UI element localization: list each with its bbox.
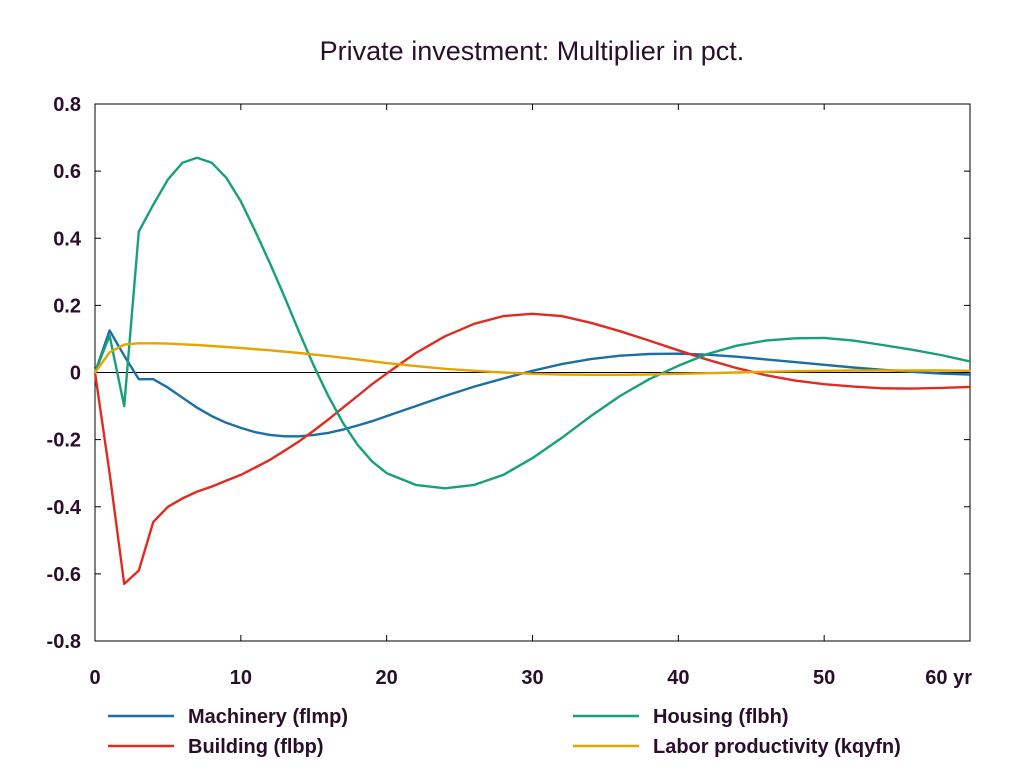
- x-tick-label: 60 yr: [925, 667, 972, 689]
- legend-label: Building (flbp): [188, 736, 324, 758]
- legend-item: Labor productivity (kqyfn): [573, 736, 901, 758]
- x-tick-label: 0: [89, 667, 100, 689]
- series-line-0: [93, 329, 972, 438]
- legend-item: Housing (flbh): [573, 706, 789, 728]
- y-tick-label: 0.4: [53, 228, 82, 250]
- y-tick-label: -0.6: [47, 564, 81, 586]
- x-tick-label: 50: [813, 667, 835, 689]
- x-axis: 0 10 20 30 40 50 60 yr: [89, 104, 972, 689]
- legend-item: Building (flbp): [108, 736, 324, 758]
- legend-label: Housing (flbh): [653, 706, 789, 728]
- x-tick-label: 10: [230, 667, 252, 689]
- legend: Machinery (flmp) Building (flbp) Housing (…: [108, 706, 901, 758]
- y-tick-label: -0.4: [47, 497, 82, 519]
- series-line-2: [93, 156, 972, 490]
- x-tick-label: 30: [521, 667, 543, 689]
- chart-title: Private investment: Multiplier in pct.: [320, 36, 745, 66]
- y-axis: 0.8 0.6 0.4 0.2 0 -0.2 -0.4 -0.6 -0.8: [47, 94, 970, 653]
- x-tick-label: 20: [376, 667, 398, 689]
- x-tick-label: 40: [667, 667, 689, 689]
- y-tick-label: -0.2: [47, 430, 81, 452]
- y-tick-label: 0.8: [53, 94, 81, 116]
- legend-label: Machinery (flmp): [188, 706, 348, 728]
- series-line-1: [93, 312, 972, 586]
- series-line-3: [93, 342, 972, 376]
- series-lines: [93, 156, 972, 586]
- y-tick-label: 0.6: [53, 161, 81, 183]
- y-tick-label: 0.2: [53, 295, 81, 317]
- legend-label: Labor productivity (kqyfn): [653, 736, 901, 758]
- legend-item: Machinery (flmp): [108, 706, 348, 728]
- y-tick-label: 0: [70, 363, 81, 385]
- y-tick-label: -0.8: [47, 631, 81, 653]
